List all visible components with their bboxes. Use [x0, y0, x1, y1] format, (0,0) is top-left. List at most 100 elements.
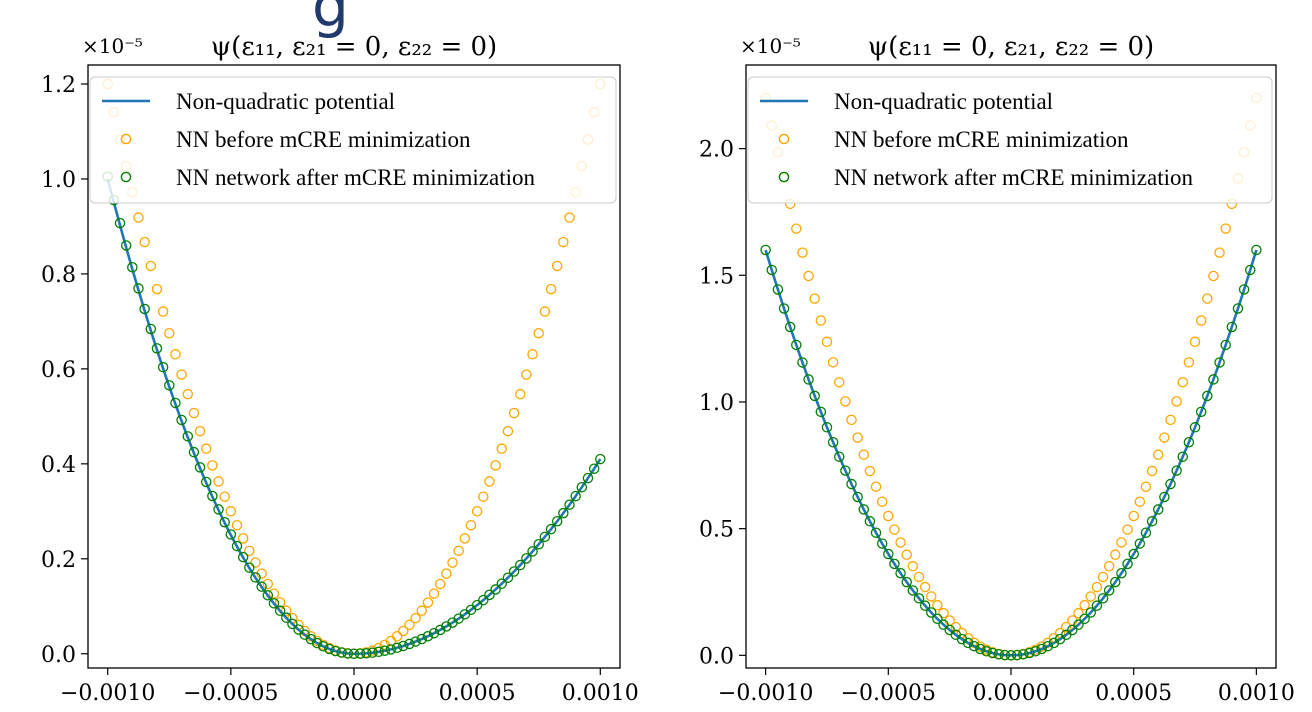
- legend-entry: NN network after mCRE minimization: [778, 165, 1193, 190]
- data-point: [1128, 548, 1139, 560]
- data-point: [342, 648, 354, 659]
- data-point: [1103, 585, 1115, 596]
- data-point: [870, 481, 882, 492]
- data-point: [1140, 527, 1152, 538]
- data-point: [484, 589, 495, 601]
- data-point: [274, 605, 286, 617]
- data-point: [1116, 537, 1127, 548]
- legend-label: Non-quadratic potential: [176, 89, 395, 114]
- data-point: [404, 619, 415, 631]
- y-tick-label: 0.0: [41, 643, 76, 668]
- data-point: [803, 270, 814, 282]
- data-point: [287, 618, 298, 630]
- chart-left: −0.0010 −0.0005 0.0000 0.0005 0.0010 0.0 0.2 0.…: [41, 32, 639, 706]
- data-point: [1091, 581, 1103, 593]
- data-point: [1214, 357, 1225, 368]
- y-tick-label: 0.2: [41, 548, 76, 573]
- data-point: [348, 648, 360, 660]
- data-point: [907, 560, 919, 572]
- y-tick-label: 0.6: [41, 358, 76, 383]
- data-point: [533, 328, 544, 339]
- data-point: [766, 264, 778, 276]
- data-point: [1171, 465, 1182, 476]
- data-point: [1060, 621, 1072, 633]
- data-point: [1232, 303, 1244, 314]
- data-point: [760, 244, 771, 256]
- x-tick-label: 0.0005: [439, 681, 516, 706]
- data-point: [434, 624, 446, 636]
- data-point: [588, 463, 600, 474]
- data-point: [1146, 465, 1158, 477]
- data-point: [330, 645, 341, 657]
- data-point: [950, 621, 962, 633]
- data-point: [207, 490, 218, 502]
- y-tick-label: 0.8: [41, 263, 76, 288]
- data-point: [932, 613, 943, 625]
- x-tick-label: 0.0000: [316, 681, 393, 706]
- data-point: [938, 619, 949, 630]
- data-point: [447, 557, 458, 568]
- data-point: [1103, 560, 1115, 572]
- data-point: [317, 641, 329, 652]
- data-point: [840, 396, 851, 407]
- data-point: [1214, 247, 1225, 258]
- data-point: [889, 558, 900, 570]
- data-point: [1238, 284, 1250, 295]
- data-point: [145, 323, 157, 335]
- data-point: [791, 339, 802, 351]
- data-point: [833, 376, 845, 388]
- x-tick-label: 0.0000: [973, 681, 1050, 706]
- data-point: [379, 645, 391, 656]
- data-point: [478, 594, 489, 606]
- data-point: [484, 476, 495, 487]
- data-point: [164, 328, 175, 339]
- data-point: [133, 212, 144, 223]
- data-point: [311, 637, 323, 649]
- data-point: [791, 223, 802, 234]
- data-point: [453, 545, 464, 557]
- data-point: [207, 460, 218, 471]
- data-point: [194, 462, 206, 473]
- legend-label: NN before mCRE minimization: [834, 127, 1129, 152]
- data-point: [428, 588, 440, 599]
- data-point: [139, 303, 150, 315]
- data-point: [797, 357, 808, 368]
- data-point: [772, 284, 784, 295]
- data-point: [919, 600, 931, 611]
- data-point: [1122, 524, 1133, 535]
- data-point: [1226, 321, 1238, 333]
- data-point: [1146, 516, 1158, 527]
- legend: Non-quadratic potential NN before mCRE mi…: [747, 76, 1273, 204]
- data-point: [901, 549, 912, 560]
- data-point: [1244, 264, 1256, 276]
- data-point: [901, 576, 912, 588]
- x-tick-label: 0.0010: [562, 681, 639, 706]
- data-point: [1177, 376, 1189, 388]
- data-point: [564, 212, 575, 223]
- data-point: [975, 643, 986, 655]
- y-tick-label: 0.0: [699, 644, 734, 669]
- data-point: [1183, 437, 1195, 448]
- data-point: [570, 490, 581, 502]
- data-point: [404, 638, 415, 650]
- x-tick-label: −0.0010: [60, 681, 155, 706]
- legend-entry: Non-quadratic potential: [102, 89, 395, 114]
- data-point: [539, 306, 551, 317]
- data-point: [1171, 396, 1182, 407]
- data-point: [827, 357, 839, 368]
- data-point: [999, 649, 1011, 661]
- data-point: [133, 283, 144, 294]
- data-point: [1097, 593, 1109, 604]
- legend-entry: NN before mCRE minimization: [778, 127, 1129, 152]
- data-point: [416, 633, 427, 645]
- data-point: [1122, 558, 1133, 570]
- data-point: [231, 540, 243, 552]
- data-point: [170, 349, 181, 360]
- data-point: [170, 397, 181, 409]
- data-point: [864, 465, 876, 477]
- data-point: [391, 642, 403, 654]
- y-tick-label: 2.0: [699, 138, 734, 163]
- data-point: [1140, 481, 1152, 492]
- series-2: [102, 171, 606, 660]
